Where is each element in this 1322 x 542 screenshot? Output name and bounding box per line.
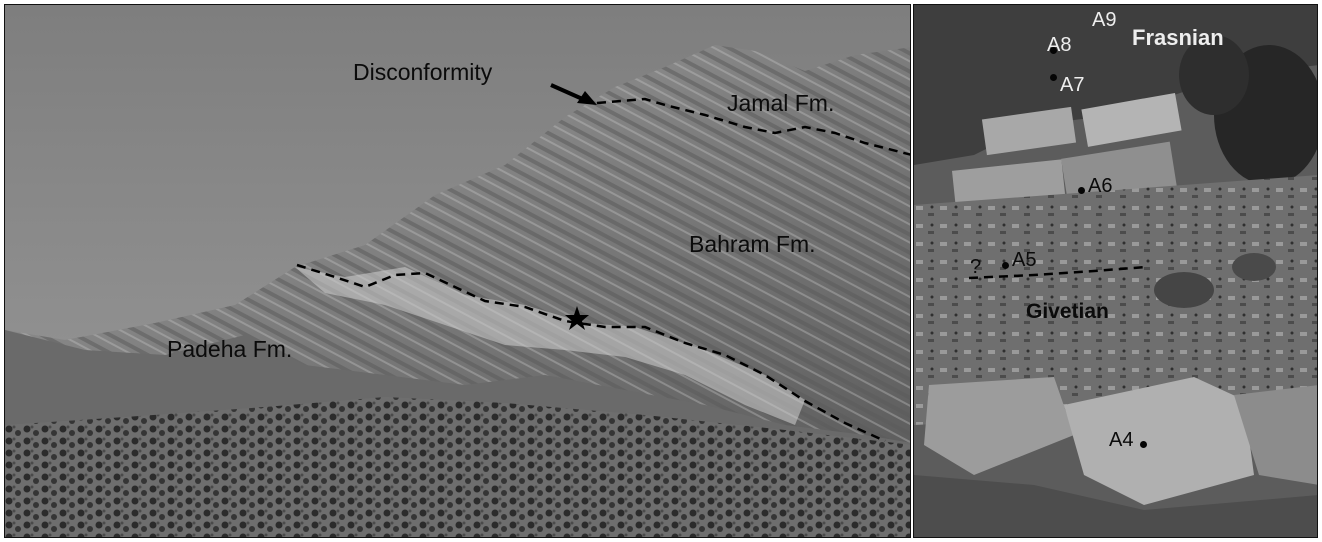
sample-a6-dot: [1078, 187, 1085, 194]
sample-a5-dot: [1002, 262, 1009, 269]
sample-a9-label: A9: [1092, 10, 1116, 30]
section-closeup-photo: A9 Frasnian A8 A7 A6 ? A5 Givetian A4: [913, 4, 1318, 538]
disconformity-label: Disconformity: [353, 61, 492, 84]
sample-a5-label: A5: [1012, 250, 1036, 270]
sample-a8-dot: [1050, 47, 1057, 54]
sample-a4-dot: [1140, 441, 1147, 448]
sample-a6-label: A6: [1088, 176, 1112, 196]
frasnian-label: Frasnian: [1132, 27, 1224, 49]
shrub: [1232, 253, 1276, 281]
bahram-fm-label: Bahram Fm.: [689, 233, 816, 256]
givetian-label: Givetian: [1026, 301, 1109, 322]
outcrop-photo: Disconformity Jamal Fm. Bahram Fm. Padeh…: [4, 4, 911, 538]
sample-a7-label: A7: [1060, 75, 1084, 95]
jamal-fm-label: Jamal Fm.: [727, 92, 834, 115]
boundary-query-label: ?: [970, 257, 981, 277]
sample-a4-label: A4: [1109, 430, 1133, 450]
sample-a7-dot: [1050, 74, 1057, 81]
padeha-fm-label: Padeha Fm.: [167, 338, 292, 361]
shrub: [1154, 272, 1214, 308]
